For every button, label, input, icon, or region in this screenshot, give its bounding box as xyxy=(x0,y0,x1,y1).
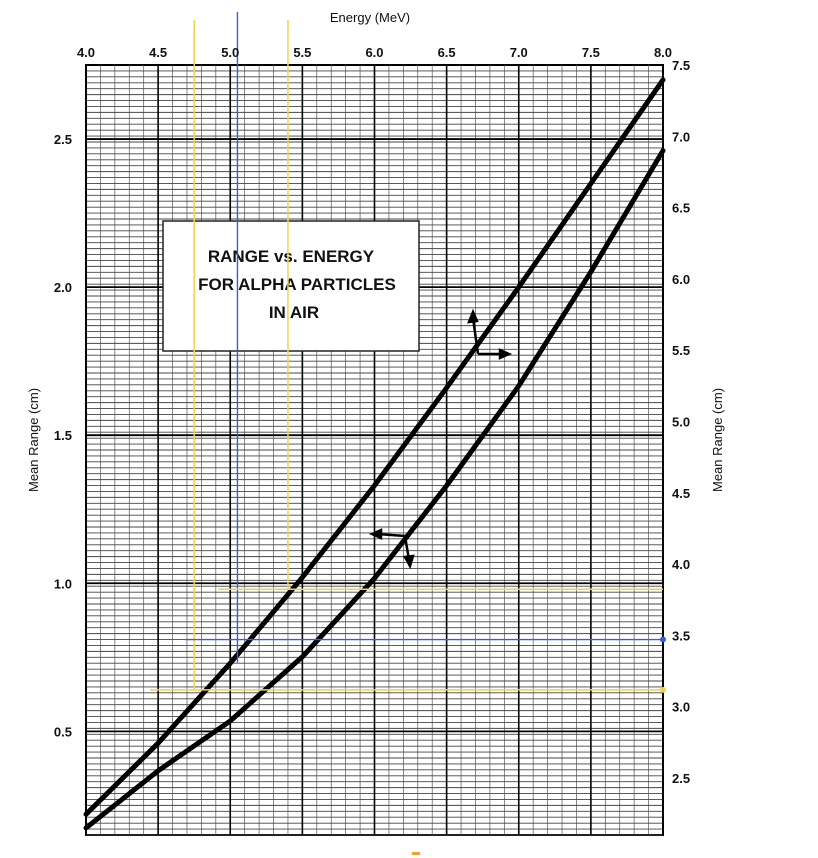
energy-tick-label: 6.0 xyxy=(365,45,383,60)
energy-tick-labels: 4.0 4.5 5.0 5.5 6.0 6.5 7.0 7.5 8.0 xyxy=(77,45,672,60)
left-range-tick-label: 2.0 xyxy=(54,280,72,295)
x-axis-title: Energy (MeV) xyxy=(330,10,410,25)
lower-range-curve xyxy=(83,148,666,831)
right-range-tick-label: 7.0 xyxy=(672,129,690,144)
right-range-tick-label: 3.0 xyxy=(672,700,690,715)
curves xyxy=(83,77,666,831)
right-range-tick-label: 6.5 xyxy=(672,201,690,216)
upper-range-curve xyxy=(83,77,666,817)
right-range-tick-labels: 2.5 3.0 3.5 4.0 4.5 5.0 5.5 6.0 6.5 7.0 7.5 xyxy=(672,58,690,786)
y-axis-left-title: Mean Range (cm) xyxy=(26,388,41,492)
right-range-tick-label: 5.5 xyxy=(672,343,690,358)
left-range-tick-label: 0.5 xyxy=(54,724,72,739)
energy-tick-label: 7.5 xyxy=(582,45,600,60)
y-axis-right-title: Mean Range (cm) xyxy=(710,388,725,492)
energy-tick-label: 8.0 xyxy=(654,45,672,60)
right-range-tick-label: 2.5 xyxy=(672,771,690,786)
title-line-1: RANGE vs. ENERGY xyxy=(208,247,375,266)
yellow-line-end-dot xyxy=(660,686,666,693)
title-line-3: IN AIR xyxy=(269,303,319,322)
title-line-2: FOR ALPHA PARTICLES xyxy=(198,275,396,294)
right-range-tick-label: 3.5 xyxy=(672,628,690,643)
energy-tick-label: 6.5 xyxy=(438,45,456,60)
right-range-tick-label: 6.0 xyxy=(672,272,690,287)
left-range-tick-labels: 0.5 1.0 1.5 2.0 2.5 xyxy=(54,132,72,739)
energy-tick-label: 5.0 xyxy=(221,45,239,60)
energy-tick-label: 5.5 xyxy=(293,45,311,60)
left-range-tick-label: 2.5 xyxy=(54,132,72,147)
right-range-tick-label: 4.5 xyxy=(672,486,690,501)
right-range-tick-label: 7.5 xyxy=(672,58,690,73)
energy-tick-label: 4.0 xyxy=(77,45,95,60)
orange-mark xyxy=(412,852,420,855)
lower-curve-arrow xyxy=(368,528,415,570)
energy-tick-label: 4.5 xyxy=(149,45,167,60)
title-box: RANGE vs. ENERGY FOR ALPHA PARTICLES IN … xyxy=(162,220,420,352)
right-range-tick-label: 4.0 xyxy=(672,557,690,572)
annotation-lines xyxy=(150,12,666,855)
right-range-tick-label: 5.0 xyxy=(672,414,690,429)
left-range-tick-label: 1.5 xyxy=(54,428,72,443)
blue-line-end-dot xyxy=(660,636,666,643)
upper-curve-arrow xyxy=(467,308,513,360)
left-range-tick-label: 1.0 xyxy=(54,576,72,591)
energy-tick-label: 7.0 xyxy=(510,45,528,60)
